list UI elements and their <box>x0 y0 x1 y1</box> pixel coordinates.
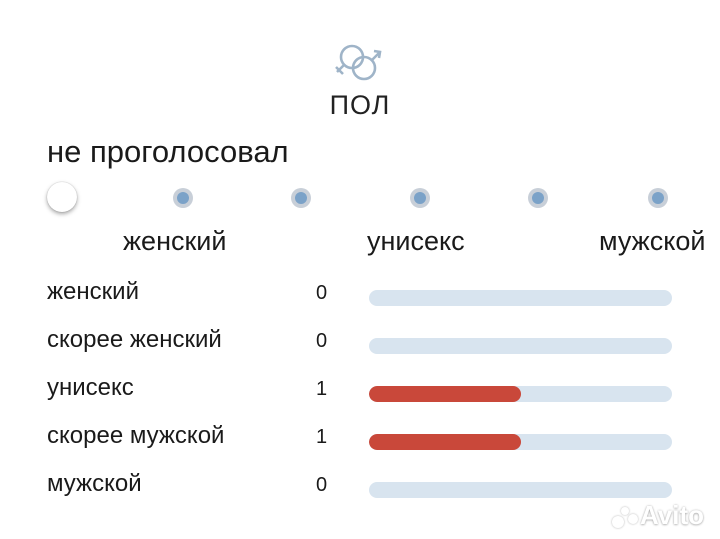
avito-watermark: Avito <box>612 500 704 531</box>
gender-icon <box>333 42 385 84</box>
slider-knob[interactable] <box>47 182 77 212</box>
result-bar <box>369 338 672 354</box>
slider-step-2[interactable] <box>291 188 311 208</box>
scale-label-right: мужской <box>599 226 706 256</box>
scale-label-left: женский <box>123 226 227 256</box>
result-count: 1 <box>316 426 328 448</box>
rating-slider[interactable] <box>0 180 720 220</box>
slider-step-5[interactable] <box>648 188 668 208</box>
result-row: мужской 0 <box>0 470 720 510</box>
result-count: 0 <box>316 330 328 352</box>
result-row: унисекс 1 <box>0 374 720 414</box>
page-title: ПОЛ <box>329 90 391 120</box>
result-bar <box>369 434 672 450</box>
result-bar <box>369 386 672 402</box>
result-label: скорее женский <box>47 326 222 353</box>
slider-step-3[interactable] <box>410 188 430 208</box>
result-row: женский 0 <box>0 278 720 318</box>
watermark-text: Avito <box>640 500 705 530</box>
avito-logo-icon <box>612 506 638 529</box>
result-count: 0 <box>316 282 328 304</box>
result-label: мужской <box>47 470 142 497</box>
result-bar <box>369 482 672 498</box>
result-row: скорее женский 0 <box>0 326 720 366</box>
slider-step-1[interactable] <box>173 188 193 208</box>
slider-step-4[interactable] <box>528 188 548 208</box>
result-row: скорее мужской 1 <box>0 422 720 462</box>
result-count: 0 <box>316 474 328 496</box>
result-label: скорее мужской <box>47 422 225 449</box>
scale-label-middle: унисекс <box>367 226 465 256</box>
result-label: женский <box>47 278 139 305</box>
result-label: унисекс <box>47 374 134 401</box>
vote-status: не проголосовал <box>47 134 289 169</box>
result-count: 1 <box>316 378 328 400</box>
result-bar <box>369 290 672 306</box>
